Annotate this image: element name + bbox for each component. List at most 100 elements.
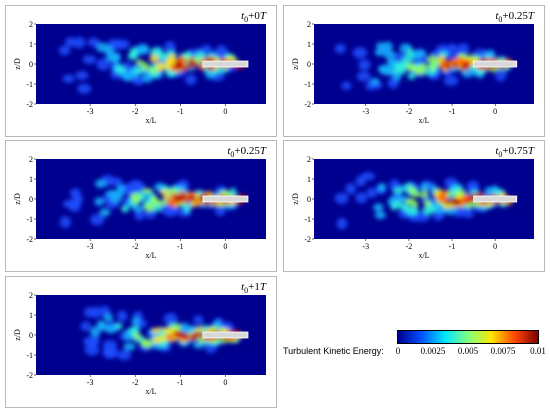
tke-blob xyxy=(117,39,130,50)
tke-blob xyxy=(131,181,145,193)
tke-blob xyxy=(173,65,183,70)
tke-blob xyxy=(65,37,76,48)
tke-blob xyxy=(114,322,123,330)
tke-blob xyxy=(116,184,125,192)
tke-blob xyxy=(423,199,432,207)
x-tick-label: -1 xyxy=(177,242,184,251)
tke-blob xyxy=(180,332,189,340)
tke-blob xyxy=(87,37,100,47)
tke-blob xyxy=(99,207,111,217)
tke-blob xyxy=(90,214,105,226)
tke-blob xyxy=(75,70,89,80)
tke-blob xyxy=(358,59,371,71)
y-tick-label: 2 xyxy=(307,20,311,29)
tke-blob xyxy=(495,69,507,82)
x-axis-label: x/L xyxy=(145,387,156,396)
tke-blob xyxy=(96,42,109,53)
y-tick-label: 1 xyxy=(307,175,311,184)
y-tick-label: -2 xyxy=(304,100,311,109)
x-tick-label: 0 xyxy=(493,242,497,251)
tke-blob xyxy=(164,41,176,53)
tke-blob xyxy=(375,42,385,51)
tke-blob xyxy=(165,57,176,66)
tke-blob xyxy=(183,203,191,213)
wake-field xyxy=(334,41,513,91)
x-axis-label: x/L xyxy=(145,251,156,260)
tke-blob xyxy=(421,189,429,199)
tke-blob xyxy=(377,183,387,192)
tke-blob xyxy=(152,198,160,206)
tke-blob xyxy=(94,197,104,206)
x-tick-label: -2 xyxy=(132,107,139,116)
y-tick-label: -1 xyxy=(26,215,33,224)
tke-blob xyxy=(411,191,422,198)
tke-blob xyxy=(68,199,81,212)
body-outline xyxy=(202,195,249,203)
tke-blob xyxy=(156,66,167,71)
tke-blob xyxy=(144,202,155,212)
tke-blob xyxy=(443,207,457,215)
tke-blob xyxy=(88,336,101,346)
body-outline xyxy=(202,60,249,68)
y-axis-label: z/D xyxy=(291,193,300,205)
x-tick-label: -2 xyxy=(406,107,413,116)
y-tick-label: 0 xyxy=(307,195,311,204)
panel-time-label: t0+0.25T xyxy=(495,10,535,24)
tke-blob xyxy=(134,209,145,221)
tke-blob xyxy=(345,183,357,195)
tke-blob xyxy=(151,328,158,334)
y-tick-label: -2 xyxy=(26,235,33,244)
body-outline xyxy=(202,331,249,339)
tke-blob xyxy=(366,187,378,198)
tke-blob xyxy=(62,74,75,83)
tke-blob xyxy=(193,315,204,325)
colorbar-tick: 0.0025 xyxy=(420,346,446,356)
tke-blob xyxy=(115,64,126,75)
tke-blob xyxy=(158,52,169,60)
tke-blob xyxy=(165,334,175,340)
tke-blob xyxy=(159,189,170,195)
tke-blob xyxy=(141,339,153,349)
tke-blob xyxy=(174,61,181,66)
panel-time-label: t0+0.75T xyxy=(495,145,535,159)
tke-blob xyxy=(127,54,138,60)
y-axis-label: z/D xyxy=(291,58,300,70)
y-tick-label: 2 xyxy=(29,291,33,300)
tke-panel: -3 -2 -1 0 2 1 0 -1 -2 x/L z/D t0+0.25T xyxy=(5,140,277,272)
tke-blob xyxy=(426,205,438,212)
tke-blob xyxy=(443,75,459,86)
tke-blob xyxy=(185,74,197,86)
tke-blob xyxy=(200,44,212,55)
y-tick-label: 1 xyxy=(29,311,33,320)
tke-blob xyxy=(370,77,380,85)
tke-blob xyxy=(373,203,384,212)
y-axis-label: z/D xyxy=(13,193,22,205)
tke-blob xyxy=(59,216,71,229)
tke-blob xyxy=(352,46,368,59)
tke-blob xyxy=(168,202,176,207)
tke-blob xyxy=(139,44,149,55)
x-tick-label: -3 xyxy=(87,107,94,116)
tke-contour-plot: -3 -2 -1 0 2 1 0 -1 -2 x/L z/D t0+0T xyxy=(13,10,267,125)
tke-blob xyxy=(173,330,184,337)
colorbar-tick: 0.0075 xyxy=(490,346,516,356)
colorbar-label: Turbulent Kinetic Energy: xyxy=(283,346,384,356)
tke-blob xyxy=(455,189,467,197)
tke-blob xyxy=(120,205,130,213)
tke-blob xyxy=(155,61,164,68)
y-tick-label: -1 xyxy=(26,80,33,89)
x-tick-label: -3 xyxy=(362,107,369,116)
tke-blob xyxy=(98,321,107,332)
y-tick-label: 1 xyxy=(29,40,33,49)
tke-blob xyxy=(58,45,71,56)
tke-blob xyxy=(163,312,178,325)
x-tick-label: -1 xyxy=(177,107,184,116)
tke-blob xyxy=(454,198,461,206)
y-tick-label: 1 xyxy=(29,175,33,184)
tke-blob xyxy=(428,63,436,71)
tke-blob xyxy=(444,200,453,205)
y-tick-label: 0 xyxy=(29,331,33,340)
tke-blob xyxy=(355,175,367,187)
tke-contour-plot: -3 -2 -1 0 2 1 0 -1 -2 x/L z/D t0+1T xyxy=(13,281,267,396)
tke-blob xyxy=(374,211,387,220)
